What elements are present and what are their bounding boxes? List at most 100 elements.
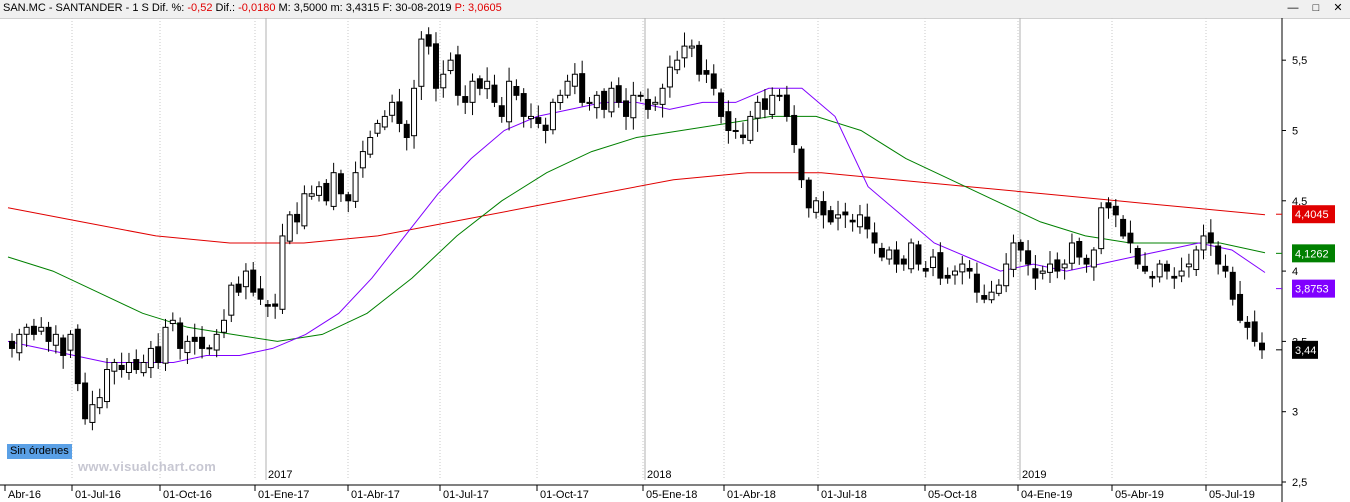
x-tick-label: Abr-16	[8, 489, 41, 501]
candle-down	[323, 182, 330, 202]
candle-down	[1149, 275, 1156, 279]
candle-down	[1222, 265, 1229, 272]
candle-down	[177, 322, 184, 349]
x-tick-label: 01-Jul-17	[443, 489, 489, 501]
candle-up	[67, 333, 74, 351]
y-tick-label: 5	[1292, 125, 1298, 137]
candle-down	[623, 100, 630, 117]
candle-up	[162, 326, 169, 364]
candle-down	[973, 273, 980, 293]
candle-up	[111, 361, 118, 372]
candle-up	[220, 319, 227, 333]
y-tick-label: 3	[1292, 407, 1298, 419]
candle-down	[981, 295, 988, 300]
candle-up	[549, 101, 556, 131]
candle-up	[732, 129, 739, 132]
candle-down	[1054, 259, 1061, 272]
candle-down	[1127, 232, 1134, 244]
candle-up	[951, 270, 958, 276]
candle-up	[374, 122, 381, 134]
x-tick-label: 01-Abr-18	[727, 489, 776, 501]
candle-down	[827, 210, 834, 223]
candle-down	[491, 84, 498, 103]
candle-down	[696, 44, 703, 75]
candle-down	[235, 283, 242, 293]
candle-up	[666, 66, 673, 88]
minimize-button[interactable]: —	[1287, 2, 1299, 14]
candle-up	[564, 80, 571, 96]
dif-pct-value: -0,52	[187, 2, 213, 14]
candle-up	[242, 270, 249, 288]
candle-down	[133, 359, 140, 371]
candle-down	[513, 86, 520, 96]
candle-down	[725, 111, 732, 131]
candle-down	[425, 34, 432, 47]
candle-up	[586, 101, 593, 104]
candle-down	[1105, 202, 1112, 209]
candle-down	[82, 382, 89, 420]
candle-up	[652, 101, 659, 105]
candle-down	[257, 288, 264, 300]
candle-down	[922, 268, 929, 272]
candle-up	[447, 59, 454, 72]
candle-down	[403, 123, 410, 139]
candle-down	[498, 105, 505, 117]
candle-down	[432, 43, 439, 89]
close-button[interactable]: ✕	[1333, 2, 1343, 14]
window-title: SAN.MC - SANTANDER - 1 S Dif. %: -0,52 D…	[3, 2, 502, 14]
candle-down	[937, 252, 944, 279]
moving-average-50-line	[7, 115, 1266, 342]
candle-up	[1010, 242, 1017, 270]
candle-down	[1163, 263, 1170, 272]
y-tick-label: 5,5	[1292, 55, 1307, 67]
year-label: 2019	[1022, 469, 1046, 481]
candle-down	[710, 73, 717, 89]
candle-up	[279, 235, 286, 310]
price-tag	[1292, 244, 1335, 263]
candle-up	[930, 256, 937, 269]
candle-up	[688, 45, 695, 49]
candle-up	[23, 326, 30, 335]
price-tag-label: 4,1262	[1295, 248, 1329, 260]
candle-down	[1076, 241, 1083, 258]
candle-down	[871, 232, 878, 244]
candle-up	[776, 94, 783, 97]
candle-down	[476, 78, 483, 89]
candle-up	[169, 319, 176, 325]
candle-down	[462, 96, 469, 103]
candle-up	[1068, 242, 1075, 264]
candle-down	[966, 267, 973, 272]
y-tick-label: 4,5	[1292, 196, 1307, 208]
candle-down	[900, 258, 907, 265]
candle-down	[1112, 205, 1119, 216]
candle-down	[1259, 342, 1265, 351]
candle-up	[835, 214, 842, 219]
candle-up	[1003, 263, 1010, 287]
candle-up	[637, 94, 644, 97]
candle-up	[769, 94, 776, 115]
candle-down	[155, 346, 162, 363]
candle-up	[96, 397, 103, 409]
x-tick-label: 04-Ene-19	[1021, 489, 1072, 501]
candle-up	[988, 291, 995, 301]
candle-up	[330, 172, 337, 207]
candle-up	[1178, 270, 1185, 277]
candle-up	[147, 347, 154, 369]
candle-up	[104, 369, 111, 403]
candle-up	[681, 45, 688, 59]
y-tick-label: 4	[1292, 266, 1298, 278]
candle-up	[484, 80, 491, 90]
candle-up	[1098, 207, 1105, 250]
x-tick-label: 01-Jul-18	[821, 489, 867, 501]
price-tag-label: 3,44	[1295, 345, 1316, 357]
candle-up	[571, 73, 578, 87]
orders-badge[interactable]: Sin órdenes	[7, 444, 72, 459]
candle-down	[1142, 265, 1149, 272]
candle-down	[396, 101, 403, 124]
candle-down	[1237, 293, 1244, 321]
restore-button[interactable]: □	[1312, 2, 1320, 14]
candle-down	[250, 269, 257, 293]
candle-down	[454, 54, 461, 96]
x-tick-label: 01-Oct-16	[163, 489, 212, 501]
